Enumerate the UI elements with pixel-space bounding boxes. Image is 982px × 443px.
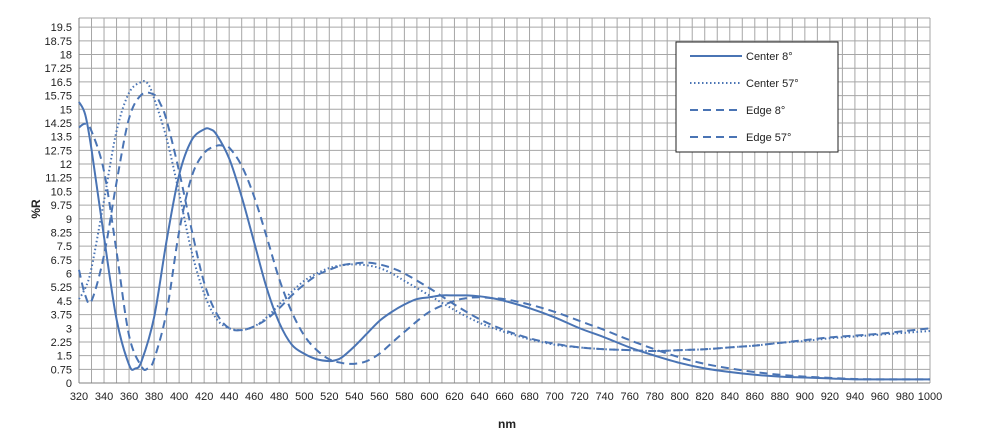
y-tick-label: 17.25: [44, 63, 72, 75]
series-line-center-8: [78, 101, 930, 381]
x-tick-label: 520: [320, 391, 338, 403]
y-tick-label: 5.25: [51, 282, 72, 294]
series-lines: [78, 80, 931, 381]
x-tick-label: 320: [70, 391, 88, 403]
x-tick-label: 720: [570, 391, 588, 403]
x-tick-label: 380: [145, 391, 163, 403]
legend-label: Center 8°: [746, 51, 793, 63]
y-tick-label: 7.5: [57, 241, 72, 253]
y-tick-label: 15: [60, 104, 72, 116]
axes: [78, 18, 930, 384]
y-tick-label: 0.75: [51, 364, 72, 376]
x-tick-label: 760: [620, 391, 638, 403]
x-tick-label: 420: [195, 391, 213, 403]
x-tick-label: 680: [520, 391, 538, 403]
legend-label: Center 57°: [746, 78, 799, 90]
y-tick-label: 6: [66, 269, 72, 281]
x-tick-label: 880: [771, 391, 789, 403]
legend-items: Center 8° Center 57° Edge 8° Edge 57°: [690, 51, 799, 144]
series-line-edge-8: [78, 122, 930, 381]
y-axis-title: %R: [29, 199, 43, 219]
x-tick-label: 800: [671, 391, 689, 403]
y-tick-label: 9.75: [51, 200, 72, 212]
y-tick-label: 2.25: [51, 337, 72, 349]
x-tick-label: 1000: [918, 391, 942, 403]
x-tick-label: 560: [370, 391, 388, 403]
y-tick-label: 18.75: [44, 36, 72, 48]
y-tick-label: 18: [60, 50, 72, 62]
x-tick-label: 960: [871, 391, 889, 403]
x-tick-label: 500: [295, 391, 313, 403]
x-tick-label: 780: [645, 391, 663, 403]
y-tick-label: 12: [60, 159, 72, 171]
x-axis-title: nm: [498, 417, 516, 431]
x-tick-label: 920: [821, 391, 839, 403]
y-tick-label: 12.75: [44, 145, 72, 157]
y-tick-label: 4.5: [57, 296, 72, 308]
y-tick-label: 10.5: [51, 186, 72, 198]
x-tick-label: 340: [95, 391, 113, 403]
x-tick-label: 860: [746, 391, 764, 403]
x-tick-label: 740: [595, 391, 613, 403]
x-tick-label: 440: [220, 391, 238, 403]
legend: Center 8° Center 57° Edge 8° Edge 57°: [675, 41, 839, 153]
x-tick-label: 480: [270, 391, 288, 403]
x-tick-label: 840: [721, 391, 739, 403]
y-tick-label: 8.25: [51, 227, 72, 239]
y-tick-label: 11.25: [45, 173, 72, 185]
y-tick-label: 19.5: [51, 22, 72, 34]
series-line-edge-57: [78, 91, 931, 353]
y-tick-label: 6.75: [51, 255, 72, 267]
y-tick-label: 3: [66, 323, 72, 335]
y-tick-label: 13.5: [51, 132, 72, 144]
y-tick-label: 9: [66, 214, 72, 226]
y-tick-label: 1.5: [57, 351, 72, 363]
x-tick-label: 940: [846, 391, 864, 403]
x-tick-label: 620: [445, 391, 463, 403]
x-tick-label: 700: [545, 391, 563, 403]
x-tick-label: 360: [120, 391, 138, 403]
y-tick-label: 3.75: [51, 310, 72, 322]
x-tick-label: 460: [245, 391, 263, 403]
x-tick-label: 400: [170, 391, 188, 403]
x-tick-label: 600: [420, 391, 438, 403]
x-tick-label: 820: [696, 391, 714, 403]
x-tick-label: 640: [470, 391, 488, 403]
y-tick-labels: 0 0.751.5 2.25 33.75 4.5 5.256 6.75 7.5 8.259 9.7…: [44, 22, 72, 390]
x-tick-label: 580: [395, 391, 413, 403]
x-tick-labels: 320 340 360 380 400 420 440 460 480 500 520 540 560 5…: [70, 391, 942, 403]
x-tick-label: 900: [796, 391, 814, 403]
x-tick-label: 980: [896, 391, 914, 403]
legend-box: [675, 41, 839, 153]
legend-label: Edge 57°: [746, 132, 791, 144]
x-tick-label: 540: [345, 391, 363, 403]
y-tick-label: 16.5: [51, 77, 72, 89]
legend-label: Edge 8°: [746, 105, 785, 117]
y-tick-label: 0: [66, 378, 72, 390]
y-tick-label: 15.75: [44, 91, 72, 103]
x-tick-label: 660: [495, 391, 513, 403]
y-tick-label: 14.25: [44, 118, 72, 130]
